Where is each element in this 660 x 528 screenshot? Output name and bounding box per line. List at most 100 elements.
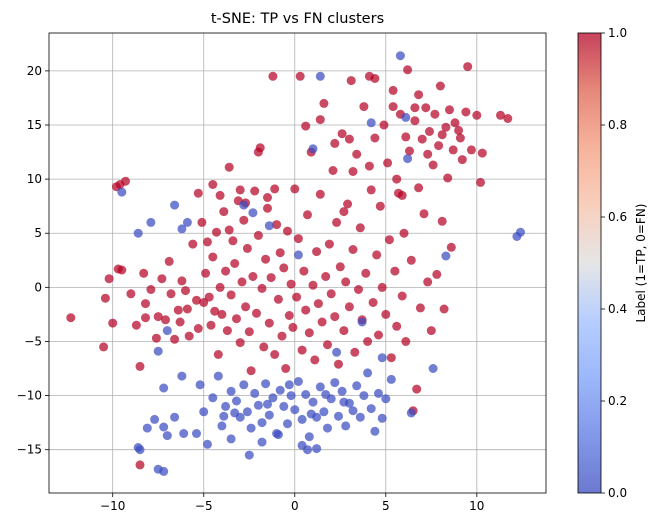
tp-point [283, 226, 292, 236]
tp-point [275, 248, 285, 258]
tp-point [277, 331, 287, 341]
tp-point [315, 189, 325, 199]
tp-point [192, 295, 201, 305]
tp-point [188, 239, 198, 249]
fn-point [403, 154, 413, 164]
colorbar-tick-label: 1.0 [608, 26, 627, 40]
tp-point [375, 201, 385, 211]
tp-point [284, 311, 294, 320]
tp-point [290, 184, 300, 194]
fn-point [312, 444, 322, 454]
tp-point [324, 239, 334, 249]
y-tick-label: 20 [27, 64, 42, 78]
tp-point [414, 183, 424, 193]
tp-point [330, 312, 340, 322]
tp-point [330, 138, 340, 148]
x-tick-label: 10 [469, 499, 484, 513]
y-tick-label: 15 [27, 118, 42, 132]
tp-point [326, 289, 336, 299]
tp-point [297, 345, 307, 355]
x-tick-label: 0 [291, 499, 299, 513]
tp-point [161, 315, 170, 325]
tp-point [339, 326, 349, 336]
tp-point [370, 74, 380, 83]
fn-point [303, 445, 312, 455]
tp-point [319, 98, 329, 108]
tp-point [232, 314, 241, 324]
tp-point [252, 308, 261, 318]
tp-point [166, 289, 176, 299]
tp-point [388, 85, 398, 95]
tp-point [379, 120, 389, 130]
tp-point [461, 107, 471, 117]
tp-point [426, 326, 436, 336]
tp-point [210, 306, 220, 316]
fn-point [179, 429, 189, 438]
fn-point [257, 418, 267, 428]
fn-point [150, 414, 160, 424]
colorbar-tick-label: 0.6 [608, 210, 627, 224]
tp-point [503, 114, 513, 123]
tp-point [304, 328, 314, 338]
fn-point [230, 408, 240, 418]
tp-point [381, 309, 391, 319]
tp-point [99, 342, 109, 352]
fn-point [321, 390, 331, 399]
tp-point [339, 207, 349, 217]
tp-point [270, 350, 280, 359]
tp-point [401, 337, 411, 346]
fn-point [323, 423, 332, 433]
fn-point [297, 414, 307, 424]
tp-point [208, 180, 218, 189]
fn-point [182, 217, 192, 227]
tp-point [204, 292, 214, 302]
tp-point [383, 158, 393, 168]
tp-point [437, 130, 447, 140]
tp-point [457, 155, 467, 165]
colorbar-tick-label: 0.0 [608, 486, 627, 500]
tp-point [439, 304, 449, 314]
colorbar-tick-label: 0.4 [608, 302, 627, 316]
tp-point [266, 273, 276, 283]
tp-point [390, 266, 400, 276]
tp-point [405, 146, 414, 156]
tp-point [366, 185, 376, 195]
tp-point [344, 302, 354, 312]
fn-point [370, 426, 380, 436]
tp-point [434, 141, 444, 151]
tp-point [202, 237, 212, 247]
tp-point [250, 186, 260, 196]
tp-point [313, 299, 323, 309]
fn-point [133, 228, 143, 238]
tp-point [242, 243, 252, 253]
tp-point [201, 268, 211, 278]
tp-point [222, 326, 232, 336]
tp-point [193, 324, 203, 333]
tp-point [477, 148, 487, 158]
tp-point [241, 302, 251, 312]
tp-point [388, 102, 398, 112]
tp-point [315, 115, 325, 125]
tp-point [263, 203, 272, 213]
tp-point [441, 122, 451, 132]
fn-point [337, 386, 347, 396]
tp-point [384, 235, 394, 245]
colorbar [578, 33, 601, 493]
tp-point [430, 109, 440, 119]
chart-title: t-SNE: TP vs FN clusters [211, 11, 384, 27]
colorbar-axis: 0.0 0.2 0.4 0.6 0.8 1.0 [601, 26, 627, 500]
tp-point [175, 317, 185, 327]
fn-point [293, 250, 303, 260]
tp-point [177, 276, 187, 286]
fn-point [315, 71, 325, 81]
fn-point [273, 430, 283, 440]
tp-point [466, 145, 476, 155]
tp-point [253, 147, 263, 157]
tp-point [455, 133, 465, 143]
fn-point [279, 401, 289, 411]
tp-point [332, 217, 342, 227]
y-tick-label: −5 [24, 334, 42, 348]
x-tick-label: −5 [195, 499, 213, 513]
